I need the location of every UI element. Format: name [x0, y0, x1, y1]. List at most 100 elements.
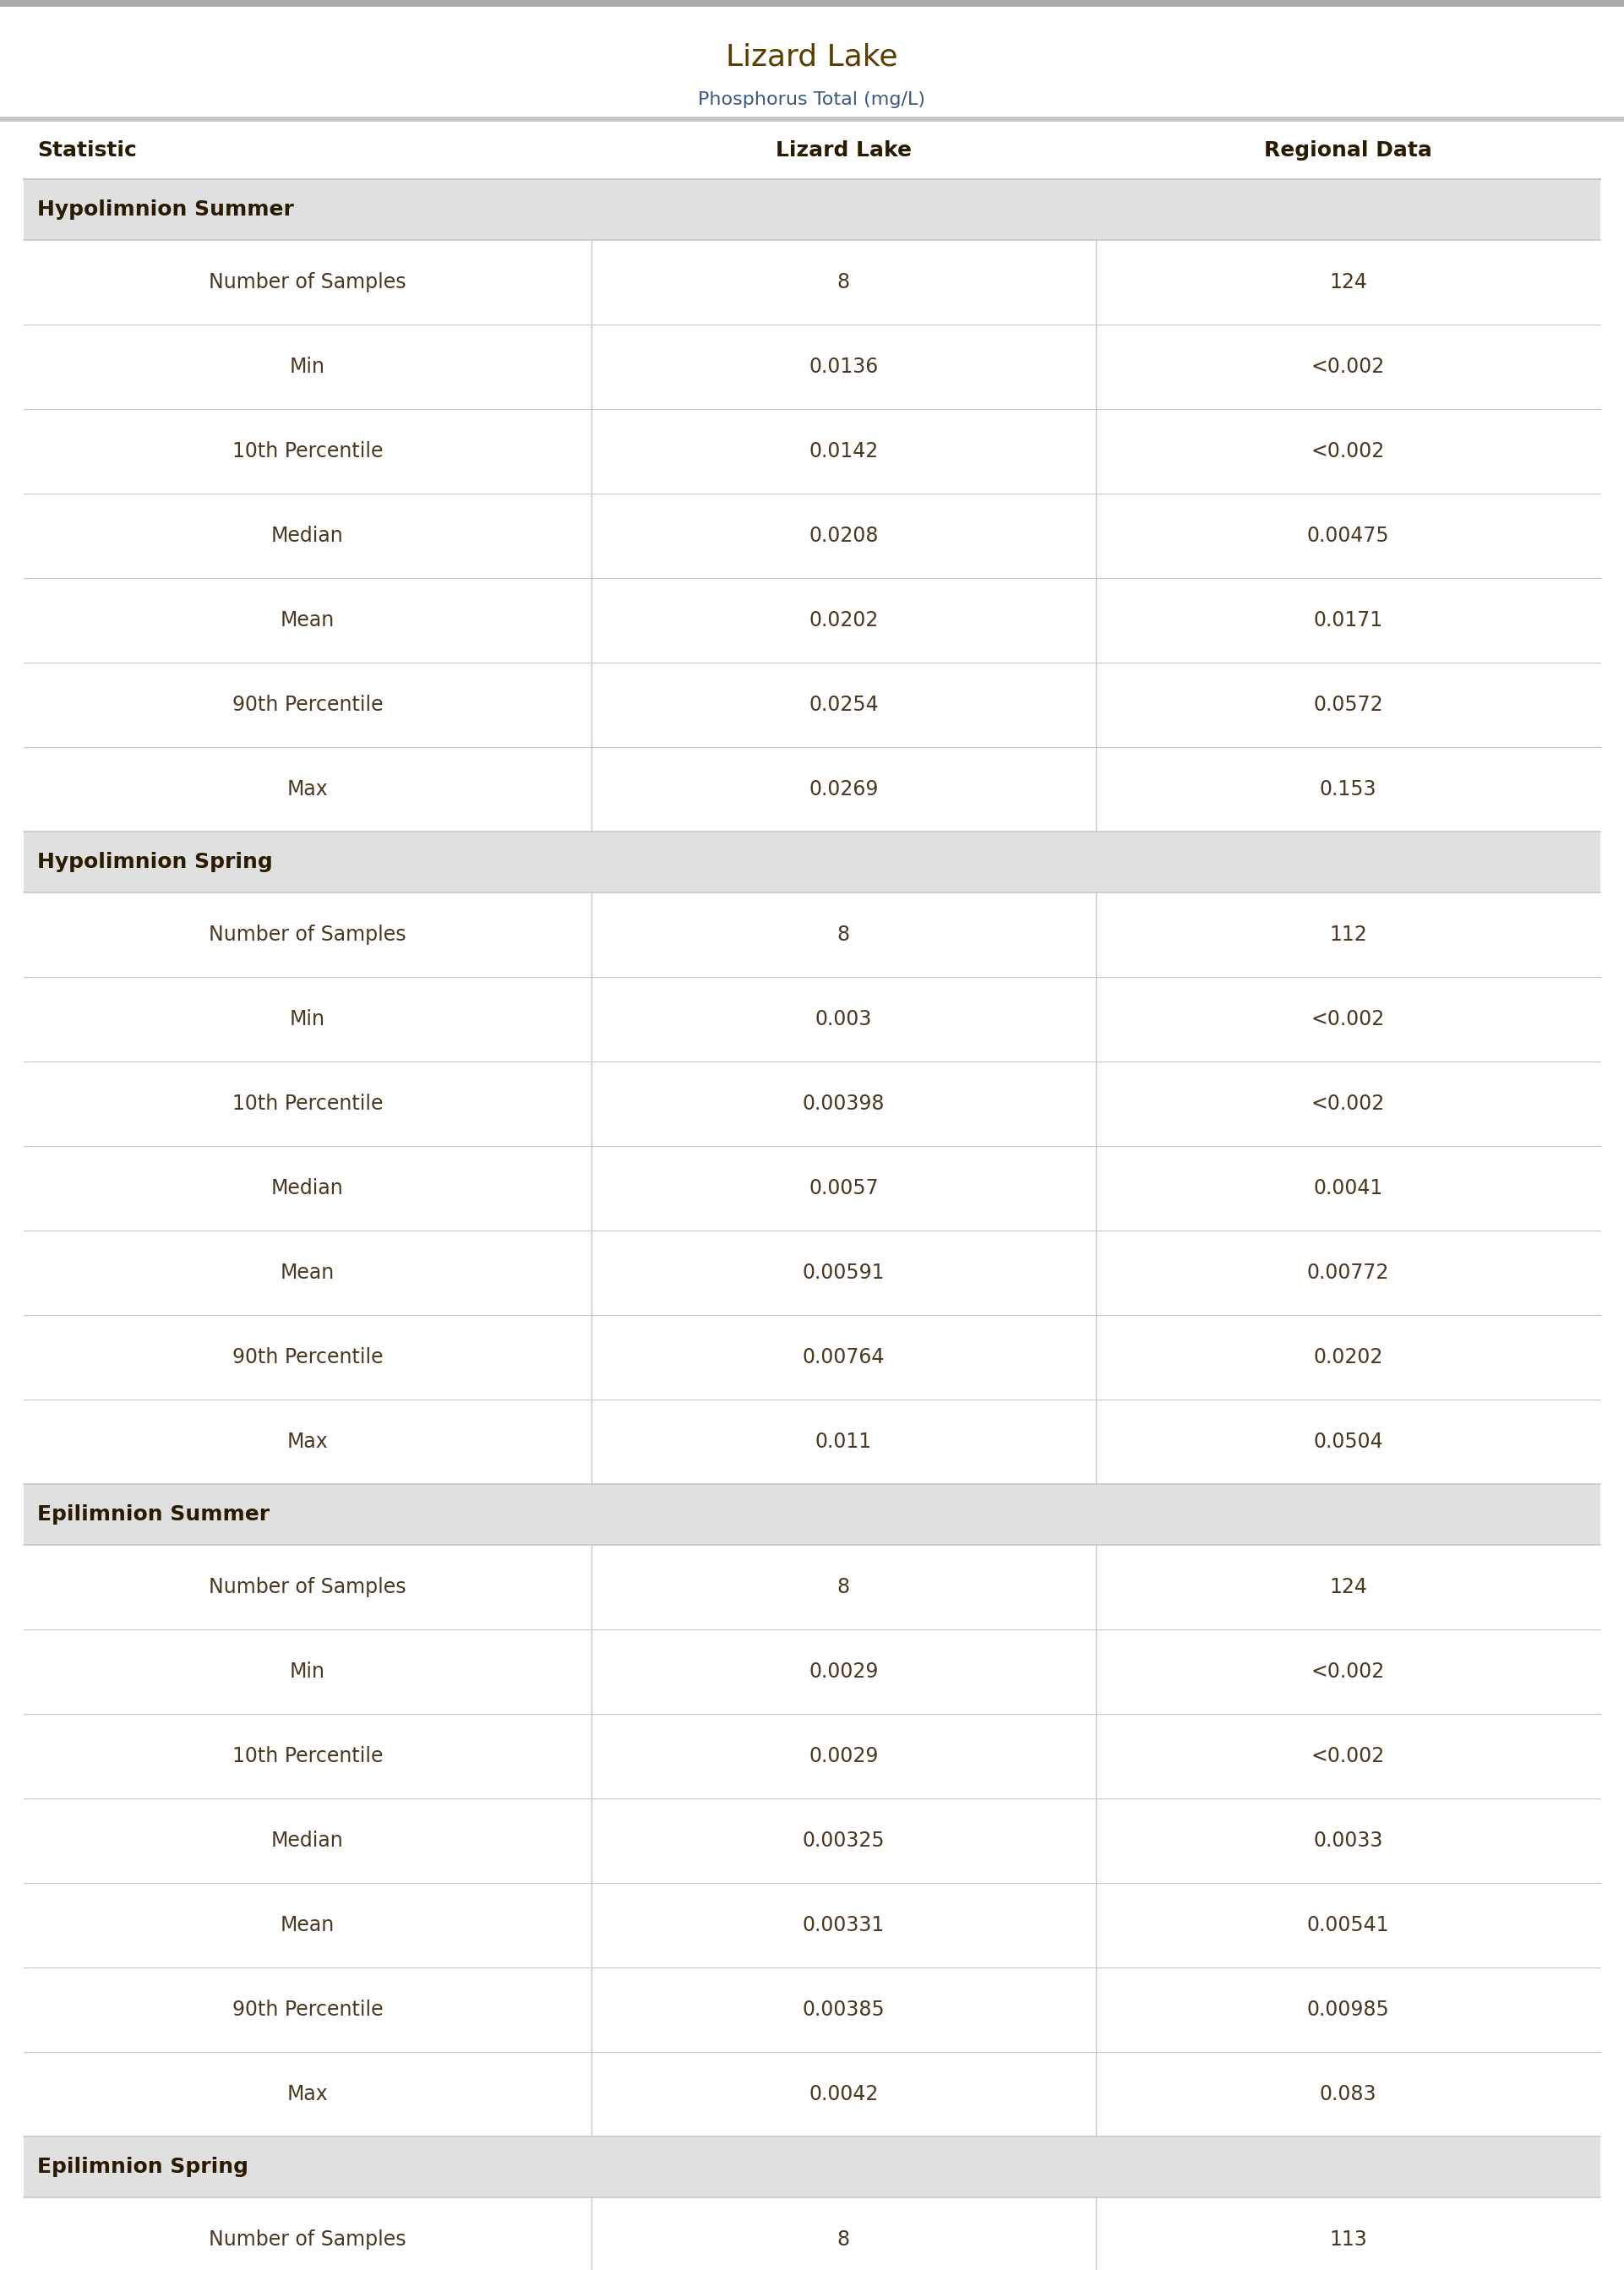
- Text: 0.003: 0.003: [815, 1010, 872, 1028]
- Bar: [24, 2197, 1600, 2270]
- Text: 0.00591: 0.00591: [802, 1262, 885, 1283]
- Text: 0.0504: 0.0504: [1314, 1432, 1384, 1453]
- Bar: [24, 1798, 1600, 1882]
- Bar: [24, 1314, 1600, 1401]
- Text: 0.00385: 0.00385: [802, 2000, 885, 2020]
- Text: 90th Percentile: 90th Percentile: [232, 695, 383, 715]
- Text: <0.002: <0.002: [1311, 440, 1385, 461]
- Bar: [24, 747, 1600, 831]
- Text: Number of Samples: Number of Samples: [209, 2229, 406, 2250]
- Bar: [24, 1546, 1600, 1630]
- Bar: [24, 579, 1600, 663]
- Text: Hypolimnion Spring: Hypolimnion Spring: [37, 851, 273, 872]
- Text: 0.00331: 0.00331: [802, 1916, 885, 1936]
- Text: Statistic: Statistic: [37, 141, 136, 161]
- Bar: [24, 1146, 1600, 1230]
- Text: 0.0254: 0.0254: [809, 695, 879, 715]
- Bar: [24, 493, 1600, 579]
- Text: 10th Percentile: 10th Percentile: [232, 1094, 383, 1115]
- Text: 0.083: 0.083: [1320, 2084, 1377, 2104]
- Bar: [24, 123, 1600, 179]
- Bar: [24, 179, 1600, 241]
- Text: Median: Median: [271, 527, 344, 547]
- Text: Hypolimnion Summer: Hypolimnion Summer: [37, 200, 294, 220]
- Bar: [24, 1230, 1600, 1314]
- Text: Regional Data: Regional Data: [1263, 141, 1432, 161]
- Text: 124: 124: [1328, 1578, 1367, 1598]
- Text: Epilimnion Summer: Epilimnion Summer: [37, 1505, 270, 1525]
- Text: 0.00541: 0.00541: [1307, 1916, 1389, 1936]
- Text: Min: Min: [289, 1662, 325, 1682]
- Text: 0.0202: 0.0202: [1314, 1346, 1384, 1367]
- Text: 0.0202: 0.0202: [809, 611, 879, 631]
- Bar: [24, 241, 1600, 325]
- Bar: [24, 2136, 1600, 2197]
- Text: 0.0033: 0.0033: [1314, 1830, 1384, 1850]
- Text: 0.0042: 0.0042: [809, 2084, 879, 2104]
- Text: 0.011: 0.011: [815, 1432, 872, 1453]
- Text: 10th Percentile: 10th Percentile: [232, 1746, 383, 1766]
- Text: 0.0269: 0.0269: [809, 779, 879, 799]
- Text: 10th Percentile: 10th Percentile: [232, 440, 383, 461]
- Text: 0.0029: 0.0029: [809, 1746, 879, 1766]
- Text: 8: 8: [836, 1578, 849, 1598]
- Text: 0.0171: 0.0171: [1314, 611, 1382, 631]
- Text: Number of Samples: Number of Samples: [209, 272, 406, 293]
- Bar: [0, 116, 1624, 123]
- Bar: [24, 409, 1600, 493]
- Text: 113: 113: [1328, 2229, 1367, 2250]
- Text: 112: 112: [1328, 924, 1367, 944]
- Bar: [0, 0, 1624, 7]
- Text: 0.00764: 0.00764: [802, 1346, 885, 1367]
- Text: Phosphorus Total (mg/L): Phosphorus Total (mg/L): [698, 91, 926, 109]
- Text: 0.00398: 0.00398: [802, 1094, 885, 1115]
- Text: 0.00772: 0.00772: [1307, 1262, 1389, 1283]
- Text: Mean: Mean: [281, 1262, 335, 1283]
- Text: Max: Max: [287, 779, 328, 799]
- Bar: [24, 1401, 1600, 1485]
- Text: <0.002: <0.002: [1311, 1746, 1385, 1766]
- Text: 0.0029: 0.0029: [809, 1662, 879, 1682]
- Text: 0.0572: 0.0572: [1314, 695, 1384, 715]
- Text: 124: 124: [1328, 272, 1367, 293]
- Text: 0.0142: 0.0142: [809, 440, 879, 461]
- Text: 0.00475: 0.00475: [1307, 527, 1389, 547]
- Bar: [24, 1882, 1600, 1968]
- Text: Lizard Lake: Lizard Lake: [726, 43, 898, 73]
- Bar: [24, 831, 1600, 892]
- Text: Median: Median: [271, 1178, 344, 1199]
- Text: 8: 8: [836, 272, 849, 293]
- Text: Median: Median: [271, 1830, 344, 1850]
- Text: 0.00325: 0.00325: [802, 1830, 885, 1850]
- Text: 0.00985: 0.00985: [1307, 2000, 1390, 2020]
- Bar: [24, 2052, 1600, 2136]
- Text: Number of Samples: Number of Samples: [209, 924, 406, 944]
- Text: Epilimnion Spring: Epilimnion Spring: [37, 2156, 248, 2177]
- Text: Mean: Mean: [281, 1916, 335, 1936]
- Bar: [24, 1485, 1600, 1546]
- Text: 90th Percentile: 90th Percentile: [232, 1346, 383, 1367]
- Text: Max: Max: [287, 2084, 328, 2104]
- Text: 8: 8: [836, 2229, 849, 2250]
- Bar: [24, 663, 1600, 747]
- Text: <0.002: <0.002: [1311, 1010, 1385, 1028]
- Text: <0.002: <0.002: [1311, 1094, 1385, 1115]
- Text: 0.0208: 0.0208: [809, 527, 879, 547]
- Text: 8: 8: [836, 924, 849, 944]
- Text: Number of Samples: Number of Samples: [209, 1578, 406, 1598]
- Bar: [24, 1062, 1600, 1146]
- Bar: [24, 325, 1600, 409]
- Text: Min: Min: [289, 1010, 325, 1028]
- Text: Mean: Mean: [281, 611, 335, 631]
- Bar: [24, 976, 1600, 1062]
- Text: 0.153: 0.153: [1320, 779, 1377, 799]
- Text: Lizard Lake: Lizard Lake: [776, 141, 911, 161]
- Text: <0.002: <0.002: [1311, 1662, 1385, 1682]
- Text: Max: Max: [287, 1432, 328, 1453]
- Text: <0.002: <0.002: [1311, 356, 1385, 377]
- Bar: [24, 1968, 1600, 2052]
- Bar: [24, 1714, 1600, 1798]
- Text: 0.0057: 0.0057: [809, 1178, 879, 1199]
- Text: 0.0041: 0.0041: [1314, 1178, 1382, 1199]
- Bar: [24, 1630, 1600, 1714]
